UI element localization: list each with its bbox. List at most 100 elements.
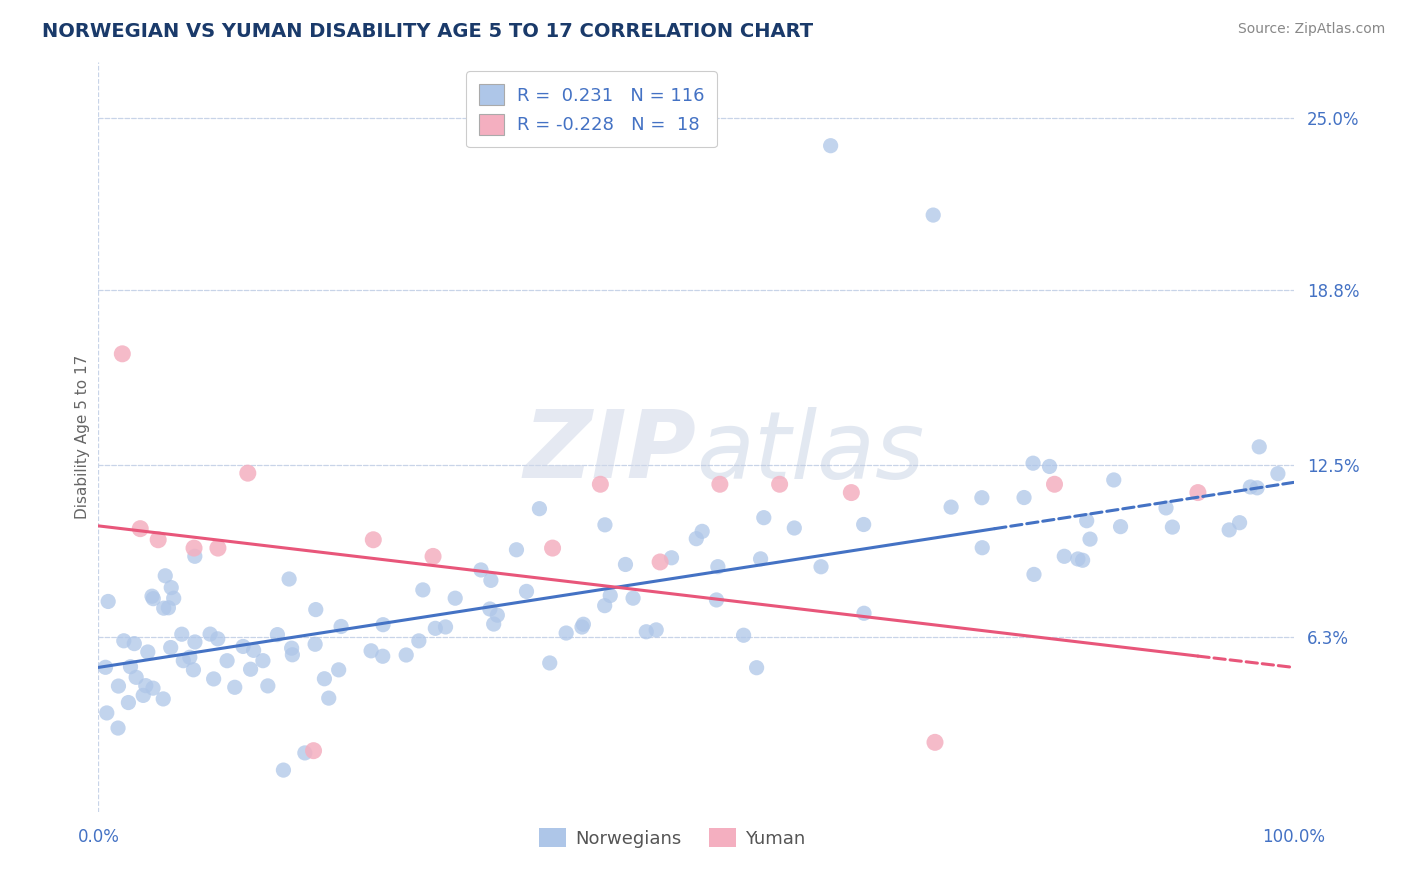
Text: NORWEGIAN VS YUMAN DISABILITY AGE 5 TO 17 CORRELATION CHART: NORWEGIAN VS YUMAN DISABILITY AGE 5 TO 1…	[42, 22, 813, 41]
Point	[281, 648, 304, 662]
Point	[363, 533, 385, 547]
Text: ZIP: ZIP	[523, 406, 696, 498]
Point	[179, 650, 201, 665]
Point	[1053, 549, 1076, 564]
Point	[242, 643, 264, 657]
Point	[970, 491, 993, 505]
Point	[412, 582, 434, 597]
Point	[136, 645, 159, 659]
Point	[1246, 481, 1268, 495]
Point	[232, 640, 254, 654]
Point	[141, 589, 163, 603]
Point	[1218, 523, 1240, 537]
Point	[152, 692, 174, 706]
Point	[529, 501, 551, 516]
Point	[328, 663, 350, 677]
Point	[207, 632, 229, 646]
Point	[1043, 477, 1066, 491]
Point	[636, 624, 658, 639]
Text: Source: ZipAtlas.com: Source: ZipAtlas.com	[1237, 22, 1385, 37]
Point	[111, 347, 134, 361]
Point	[280, 641, 302, 656]
Point	[252, 654, 274, 668]
Point	[304, 637, 326, 651]
Point	[685, 532, 707, 546]
Point	[117, 696, 139, 710]
Point	[852, 517, 875, 532]
Point	[142, 681, 165, 695]
Point	[1012, 491, 1035, 505]
Point	[94, 660, 117, 674]
Point	[132, 689, 155, 703]
Point	[1022, 456, 1045, 470]
Point	[1076, 514, 1098, 528]
Point	[1102, 473, 1125, 487]
Point	[650, 555, 672, 569]
Point	[360, 644, 382, 658]
Point	[820, 138, 842, 153]
Point	[129, 522, 152, 536]
Point	[709, 477, 731, 491]
Point	[783, 521, 806, 535]
Point	[434, 620, 457, 634]
Point	[470, 563, 492, 577]
Point	[135, 679, 157, 693]
Point	[425, 621, 447, 635]
Point	[294, 746, 316, 760]
Legend: Norwegians, Yuman: Norwegians, Yuman	[538, 829, 806, 847]
Point	[841, 485, 863, 500]
Point	[142, 591, 165, 606]
Point	[273, 763, 295, 777]
Point	[217, 654, 239, 668]
Point	[184, 635, 207, 649]
Point	[1109, 519, 1132, 533]
Point	[599, 589, 621, 603]
Y-axis label: Disability Age 5 to 17: Disability Age 5 to 17	[75, 355, 90, 519]
Point	[1267, 467, 1289, 481]
Text: atlas: atlas	[696, 407, 924, 498]
Point	[593, 599, 616, 613]
Point	[152, 601, 174, 615]
Point	[184, 549, 207, 564]
Point	[555, 626, 578, 640]
Point	[538, 656, 561, 670]
Point	[160, 581, 183, 595]
Point	[752, 510, 775, 524]
Point	[853, 607, 876, 621]
Point	[172, 654, 194, 668]
Point	[1067, 552, 1090, 566]
Point	[371, 649, 394, 664]
Point	[505, 542, 527, 557]
Point	[96, 706, 118, 720]
Point	[1022, 567, 1045, 582]
Point	[486, 608, 509, 623]
Point	[183, 541, 205, 555]
Point	[236, 466, 259, 480]
Point	[1239, 480, 1261, 494]
Point	[541, 541, 564, 555]
Point	[769, 477, 792, 491]
Point	[1249, 440, 1271, 454]
Point	[330, 619, 353, 633]
Point	[305, 602, 328, 616]
Point	[124, 637, 146, 651]
Point	[97, 594, 120, 608]
Point	[256, 679, 278, 693]
Point	[690, 524, 713, 539]
Point	[207, 541, 229, 555]
Point	[614, 558, 637, 572]
Point	[318, 691, 340, 706]
Point	[706, 593, 728, 607]
Point	[1154, 500, 1177, 515]
Point	[810, 559, 832, 574]
Point	[733, 628, 755, 642]
Point	[198, 627, 221, 641]
Point	[1161, 520, 1184, 534]
Point	[107, 721, 129, 735]
Point	[707, 559, 730, 574]
Point	[478, 602, 501, 616]
Point	[163, 591, 186, 606]
Point	[278, 572, 301, 586]
Point	[159, 640, 181, 655]
Point	[120, 659, 142, 673]
